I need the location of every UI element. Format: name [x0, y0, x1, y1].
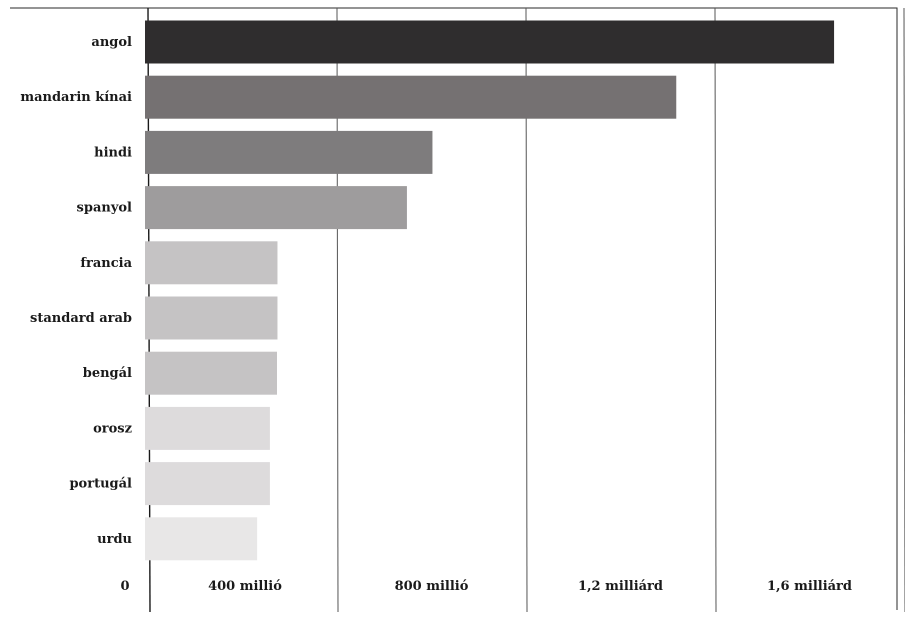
x-tick-label: 800 millió — [395, 579, 469, 594]
x-tick-label: 1,2 milliárd — [578, 579, 663, 594]
category-label: orosz — [93, 421, 132, 436]
category-label: urdu — [97, 532, 132, 547]
bar-5 — [145, 241, 278, 285]
bar-8 — [145, 406, 270, 450]
category-label: spanyol — [77, 201, 133, 216]
x-tick-label: 0 — [120, 579, 129, 594]
bar-9 — [145, 462, 270, 506]
bar-10 — [145, 517, 258, 561]
x-tick-label: 400 millió — [208, 579, 282, 594]
category-label: portugál — [69, 477, 132, 492]
bar-3 — [145, 130, 433, 174]
category-label: angol — [91, 35, 132, 50]
bar-7 — [145, 351, 277, 395]
category-label: hindi — [94, 145, 132, 160]
bar-6 — [145, 296, 278, 340]
bar-2 — [145, 75, 677, 119]
category-label: standard arab — [30, 311, 132, 326]
category-label: bengál — [83, 366, 132, 381]
gridline — [714, 7, 717, 613]
chart-frame — [10, 7, 898, 610]
bar-1 — [145, 20, 835, 64]
category-label: francia — [80, 256, 132, 271]
category-label: mandarin kínai — [20, 90, 132, 105]
x-tick-label: 1,6 milliárd — [767, 579, 852, 594]
bar-4 — [145, 186, 407, 230]
